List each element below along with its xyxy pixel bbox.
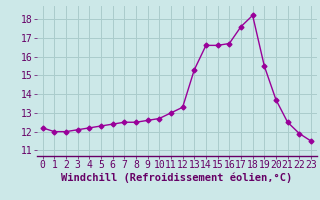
X-axis label: Windchill (Refroidissement éolien,°C): Windchill (Refroidissement éolien,°C) — [61, 173, 292, 183]
